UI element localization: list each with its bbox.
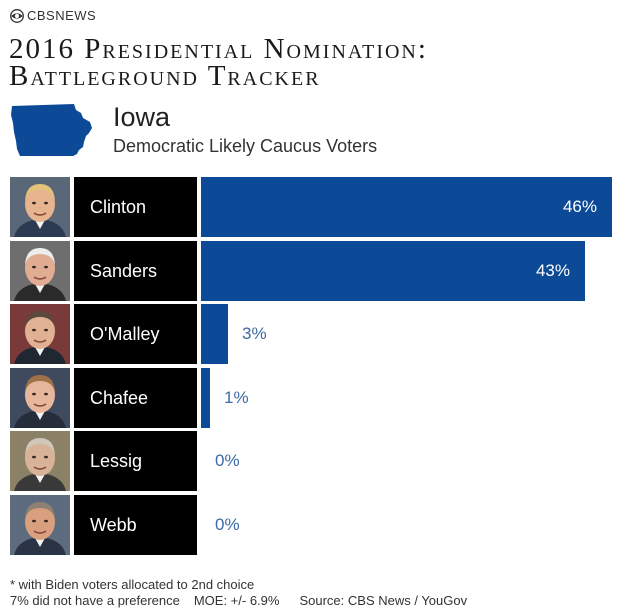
candidate-name-box: Chafee	[74, 368, 197, 428]
state-name: Iowa	[113, 102, 171, 132]
sanders-photo	[10, 241, 70, 301]
result-value-label: 46%	[562, 197, 597, 216]
candidate-name-box: Sanders	[74, 241, 197, 301]
candidate-name-box: Webb	[74, 495, 197, 555]
candidate-row: Chafee 1%	[0, 368, 619, 428]
result-bar	[201, 368, 210, 428]
candidate-name: Lessig	[90, 451, 143, 471]
result-bar	[201, 177, 612, 237]
result-bar	[201, 304, 228, 364]
footnote-biden: * with Biden voters allocated to 2nd cho…	[10, 577, 255, 592]
candidate-name: O'Malley	[90, 324, 160, 344]
candidate-name-box: O'Malley	[74, 304, 197, 364]
candidate-row: Clinton 46%	[0, 177, 619, 237]
candidate-row: Sanders 43%	[0, 241, 619, 301]
footer-details: 7% did not have a preference MOE: +/- 6.9…	[10, 593, 467, 609]
cbs-news-wordmark: CBSNEWS	[27, 8, 97, 23]
candidate-name-box: Clinton	[74, 177, 197, 237]
chart-title-line-1: 2016 Presidential Nomination:	[9, 33, 428, 65]
result-value-label: 3%	[242, 324, 267, 343]
source-credit: Source: CBS News / YouGov	[299, 593, 468, 608]
footer: * with Biden voters allocated to 2nd cho…	[10, 577, 467, 609]
result-value-label: 0%	[215, 515, 240, 534]
candidate-row: Lessig 0%	[0, 431, 619, 491]
lessig-photo	[10, 431, 70, 491]
result-value-label: 43%	[535, 261, 570, 280]
candidate-name: Clinton	[90, 197, 147, 217]
chart-title-line-2: Battleground Tracker	[9, 60, 321, 92]
result-value-label: 1%	[224, 388, 249, 407]
candidate-name: Sanders	[90, 261, 158, 281]
omalley-photo	[10, 304, 70, 364]
result-value-label: 0%	[215, 451, 240, 470]
voter-population: Democratic Likely Caucus Voters	[113, 136, 378, 156]
chafee-photo	[10, 368, 70, 428]
candidate-name: Chafee	[90, 388, 149, 408]
cbs-eye-icon	[10, 9, 24, 23]
chart-title: 2016 Presidential Nomination: Battlegrou…	[9, 33, 609, 92]
candidate-row: Webb 0%	[0, 495, 619, 555]
no-preference-note: 7% did not have a preference	[10, 593, 180, 608]
candidate-row: O'Malley 3%	[0, 304, 619, 364]
margin-of-error: MOE: +/- 6.9%	[193, 593, 280, 608]
result-bar	[201, 241, 585, 301]
webb-photo	[10, 495, 70, 555]
clinton-photo	[10, 177, 70, 237]
cbs-logo: CBSNEWS	[10, 8, 96, 24]
candidate-name-box: Lessig	[74, 431, 197, 491]
iowa-state-icon	[11, 104, 92, 156]
candidate-name: Webb	[90, 515, 137, 535]
